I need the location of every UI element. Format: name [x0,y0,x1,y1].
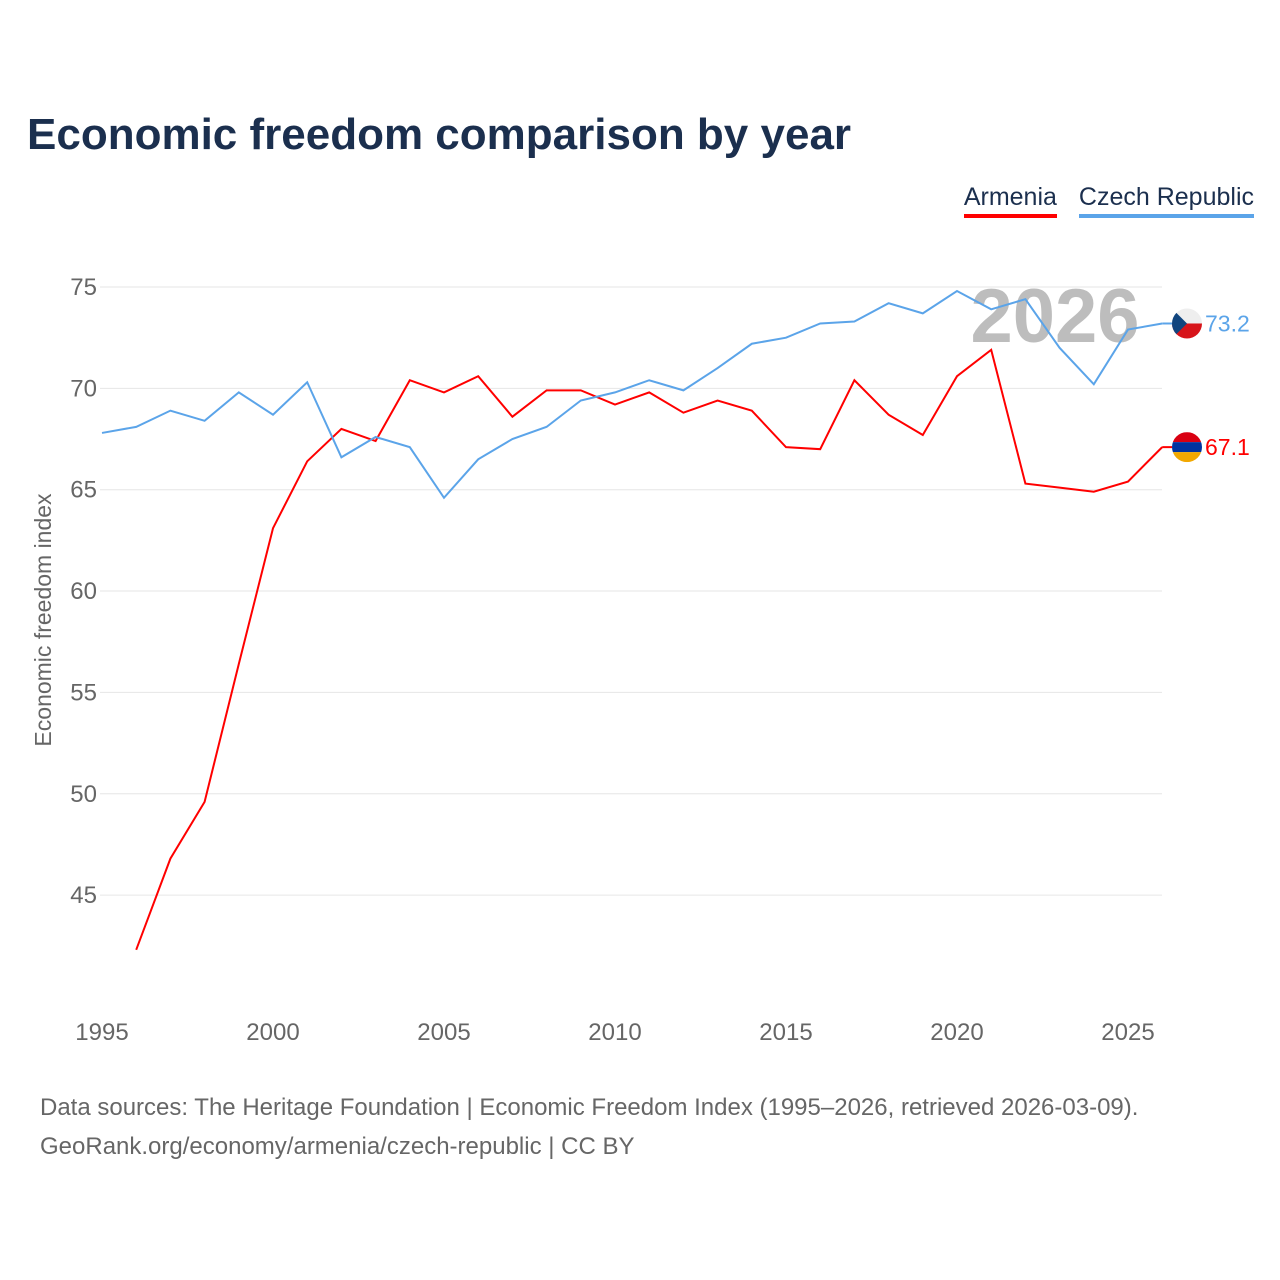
data-point-armenia[interactable] [989,348,993,352]
source-note: Data sources: The Heritage Foundation | … [40,1088,1138,1166]
data-point-czech-republic[interactable] [750,342,754,346]
data-point-czech-republic[interactable] [203,419,207,423]
x-tick-label: 2000 [246,1019,299,1046]
legend-czech-republic[interactable]: Czech Republic [1078,183,1254,218]
data-point-armenia[interactable] [681,411,685,415]
end-value-label-czech-republic: 73.2 [1205,310,1250,336]
series-line-czech-republic[interactable] [101,289,1163,500]
data-point-armenia[interactable] [818,447,822,451]
data-point-czech-republic[interactable] [305,380,309,384]
year-watermark: 2026 [970,274,1139,359]
data-point-czech-republic[interactable] [852,319,856,323]
data-point-armenia[interactable] [647,390,651,394]
x-tick-label: 1995 [75,1019,128,1046]
series-line-armenia[interactable] [135,348,1163,951]
data-point-czech-republic[interactable] [1126,328,1130,332]
data-point-armenia[interactable] [921,433,925,437]
data-point-armenia[interactable] [408,378,412,382]
data-point-czech-republic[interactable] [579,399,583,403]
data-point-czech-republic[interactable] [442,496,446,500]
czech-flag-icon [1172,308,1202,339]
data-point-armenia[interactable] [374,439,378,443]
data-point-armenia[interactable] [887,413,891,417]
x-tick-label: 2015 [759,1019,812,1046]
data-point-czech-republic[interactable] [1058,346,1062,350]
data-point-czech-republic[interactable] [1092,382,1096,386]
x-tick-label: 2010 [588,1019,641,1046]
data-point-czech-republic[interactable] [955,289,959,293]
x-tick-label: 2005 [417,1019,470,1046]
data-point-czech-republic[interactable] [921,311,925,315]
data-point-czech-republic[interactable] [681,388,685,392]
data-point-armenia[interactable] [271,526,275,530]
data-point-armenia[interactable] [168,857,172,861]
y-tick-label: 70 [70,375,97,402]
data-point-armenia[interactable] [784,445,788,449]
data-point-armenia[interactable] [1058,486,1062,490]
x-tick-label: 2025 [1101,1019,1154,1046]
data-point-armenia[interactable] [955,374,959,378]
data-point-czech-republic[interactable] [613,390,617,394]
data-point-armenia[interactable] [237,662,241,666]
data-point-czech-republic[interactable] [374,435,378,439]
data-point-czech-republic[interactable] [647,378,651,382]
y-tick-label: 50 [70,781,97,808]
data-point-czech-republic[interactable] [271,413,275,417]
data-point-armenia[interactable] [1126,480,1130,484]
data-point-armenia[interactable] [305,459,309,463]
data-point-armenia[interactable] [579,388,583,392]
data-point-armenia[interactable] [134,948,138,952]
data-point-czech-republic[interactable] [168,409,172,413]
data-point-czech-republic[interactable] [510,437,514,441]
legend-armenia[interactable]: Armenia [963,183,1057,218]
y-axis-label: Economic freedom index [30,493,56,747]
y-tick-label: 45 [70,882,97,909]
data-point-czech-republic[interactable] [408,445,412,449]
data-point-armenia[interactable] [545,388,549,392]
source-line-1: Data sources: The Heritage Foundation | … [40,1094,1139,1121]
data-point-armenia[interactable] [1092,490,1096,494]
y-tick-label: 75 [70,274,97,301]
y-tick-label: 60 [70,578,97,605]
data-point-armenia[interactable] [510,415,514,419]
legend: Armenia Czech Republic [963,183,1254,218]
data-point-armenia[interactable] [1023,482,1027,486]
x-tick-label: 2020 [930,1019,983,1046]
data-point-czech-republic[interactable] [339,455,343,459]
data-point-czech-republic[interactable] [545,425,549,429]
data-point-czech-republic[interactable] [237,390,241,394]
data-point-czech-republic[interactable] [818,321,822,325]
data-point-armenia[interactable] [476,374,480,378]
data-point-armenia[interactable] [750,409,754,413]
source-line-2[interactable]: GeoRank.org/economy/armenia/czech-republ… [40,1133,635,1160]
data-point-armenia[interactable] [852,378,856,382]
y-tick-label: 55 [70,679,97,706]
data-point-czech-republic[interactable] [887,301,891,305]
data-point-czech-republic[interactable] [100,431,104,435]
data-point-czech-republic[interactable] [989,307,993,311]
data-point-armenia[interactable] [716,399,720,403]
data-point-armenia[interactable] [339,427,343,431]
data-point-czech-republic[interactable] [716,366,720,370]
data-point-czech-republic[interactable] [784,336,788,340]
y-tick-label: 65 [70,477,97,504]
end-value-label-armenia: 67.1 [1205,434,1250,460]
chart-title: Economic freedom comparison by year [27,110,852,159]
data-point-armenia[interactable] [442,390,446,394]
data-point-czech-republic[interactable] [134,425,138,429]
armenia-flag-icon [1172,432,1202,463]
data-point-czech-republic[interactable] [476,457,480,461]
data-point-armenia[interactable] [203,800,207,804]
data-point-armenia[interactable] [613,403,617,407]
data-point-czech-republic[interactable] [1023,297,1027,301]
